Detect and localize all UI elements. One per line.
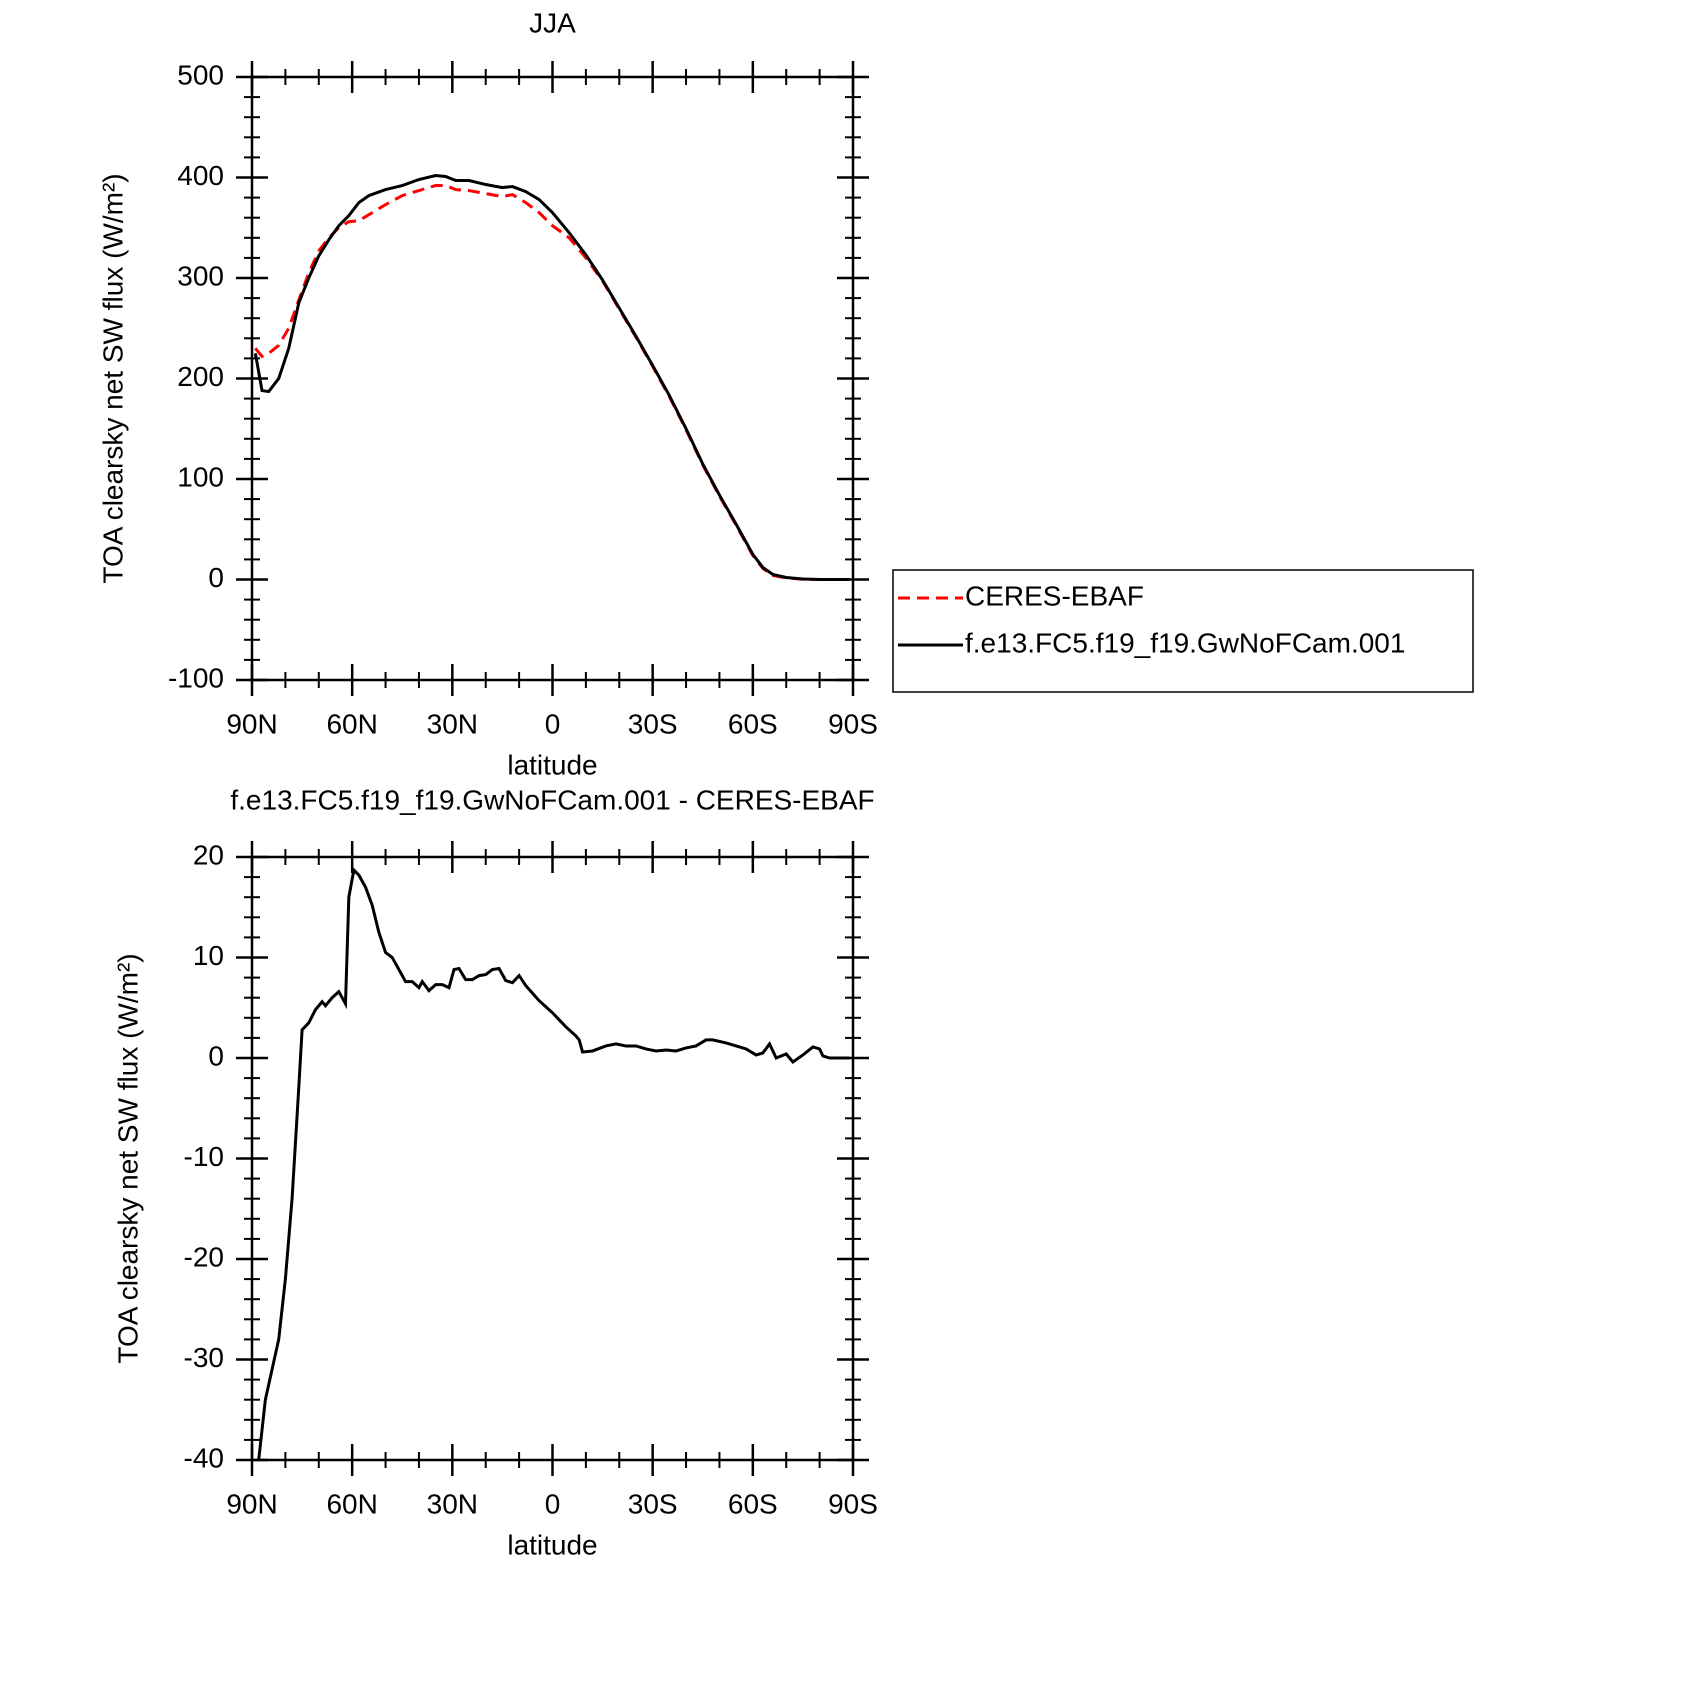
y-tick-label: -100: [168, 662, 224, 693]
y-tick-label: -20: [184, 1241, 224, 1272]
plot-frame: [250, 75, 855, 682]
y-tick-label: -30: [184, 1342, 224, 1373]
y-tick-label: -40: [184, 1442, 224, 1473]
y-axis-label: TOA clearsky net SW flux (W/m²): [97, 173, 128, 583]
y-tick-label: 400: [177, 160, 224, 191]
x-tick-label: 90S: [828, 1488, 878, 1519]
x-tick-label: 60S: [728, 1488, 778, 1519]
legend-box: [892, 569, 1474, 693]
legend-label: CERES-EBAF: [965, 580, 1144, 611]
x-tick-label: 30S: [628, 708, 678, 739]
chart-title: JJA: [529, 7, 576, 38]
data-line: [254, 184, 850, 581]
x-tick-label: 30N: [427, 708, 478, 739]
x-tick-label: 90N: [226, 708, 277, 739]
x-axis-label: latitude: [507, 1529, 597, 1560]
y-tick-label: 0: [208, 562, 224, 593]
x-tick-label: 90N: [226, 1488, 277, 1519]
y-tick-label: 300: [177, 260, 224, 291]
x-axis-label: latitude: [507, 749, 597, 780]
y-tick-label: 10: [193, 940, 224, 971]
y-tick-label: 100: [177, 461, 224, 492]
x-tick-label: 60N: [326, 1488, 377, 1519]
plot-frame: [250, 855, 855, 1462]
y-tick-label: 0: [208, 1040, 224, 1071]
data-line: [253, 173, 850, 581]
y-axis-label: TOA clearsky net SW flux (W/m²): [112, 953, 143, 1363]
y-tick-label: 20: [193, 839, 224, 870]
x-tick-label: 0: [545, 708, 561, 739]
data-line: [257, 866, 850, 1461]
x-tick-label: 90S: [828, 708, 878, 739]
x-tick-label: 30N: [427, 1488, 478, 1519]
x-tick-label: 60S: [728, 708, 778, 739]
y-tick-label: 500: [177, 59, 224, 90]
y-tick-label: 200: [177, 361, 224, 392]
x-tick-label: 30S: [628, 1488, 678, 1519]
legend-label: f.e13.FC5.f19_f19.GwNoFCam.001: [965, 627, 1405, 658]
x-tick-label: 0: [545, 1488, 561, 1519]
x-tick-label: 60N: [326, 708, 377, 739]
y-tick-label: -10: [184, 1141, 224, 1172]
chart-title: f.e13.FC5.f19_f19.GwNoFCam.001 - CERES-E…: [230, 784, 874, 815]
